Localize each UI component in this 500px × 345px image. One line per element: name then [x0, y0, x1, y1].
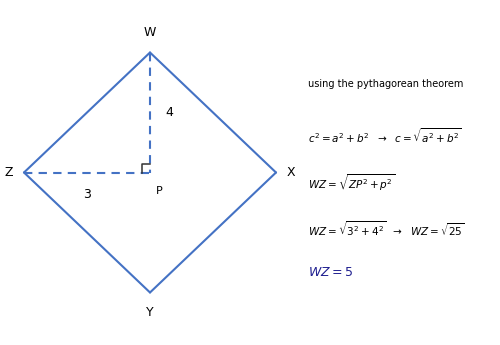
Text: $WZ=\sqrt{ZP^2+p^2}$: $WZ=\sqrt{ZP^2+p^2}$	[308, 172, 394, 193]
Text: 3: 3	[83, 187, 91, 200]
Text: $WZ=\sqrt{3^2+4^2}$  $\rightarrow$  $WZ=\sqrt{25}$: $WZ=\sqrt{3^2+4^2}$ $\rightarrow$ $WZ=\s…	[308, 219, 464, 238]
Text: $c^2=a^2+b^2$  $\rightarrow$  $c=\sqrt{a^2+b^2}$: $c^2=a^2+b^2$ $\rightarrow$ $c=\sqrt{a^2…	[308, 126, 462, 145]
Text: X: X	[287, 166, 296, 179]
Text: $WZ=5$: $WZ=5$	[308, 266, 352, 279]
Text: W: W	[144, 26, 156, 39]
Text: Z: Z	[4, 166, 13, 179]
Text: Y: Y	[146, 306, 154, 319]
Text: 4: 4	[165, 106, 173, 119]
Text: P: P	[156, 186, 163, 196]
Text: using the pythagorean theorem: using the pythagorean theorem	[308, 79, 463, 89]
